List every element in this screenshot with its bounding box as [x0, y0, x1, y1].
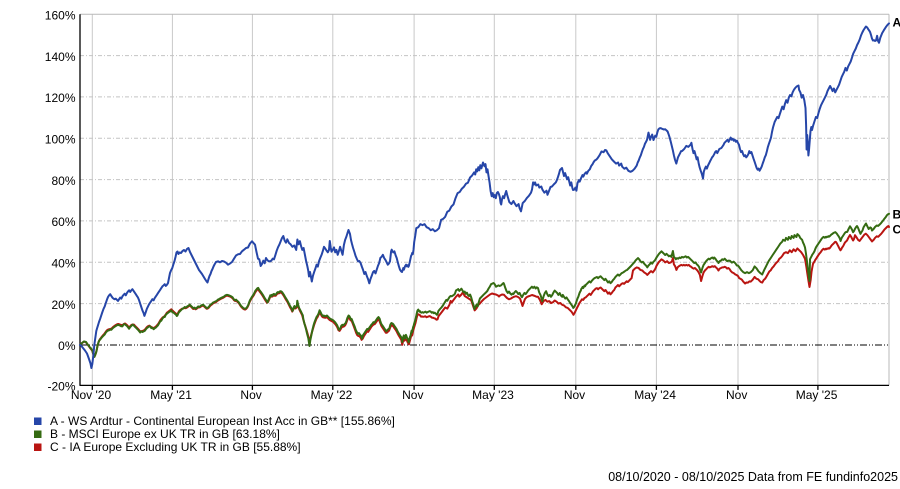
svg-text:Nov: Nov: [240, 388, 261, 402]
svg-text:Nov: Nov: [564, 388, 585, 402]
svg-text:08/10/2020 - 08/10/2025 Data f: 08/10/2020 - 08/10/2025 Data from FE fun…: [608, 470, 898, 484]
svg-text:Nov '20: Nov '20: [71, 388, 112, 402]
svg-text:May '22: May '22: [311, 388, 353, 402]
svg-text:May '21: May '21: [150, 388, 192, 402]
svg-text:40%: 40%: [51, 257, 75, 271]
svg-text:Nov: Nov: [402, 388, 423, 402]
svg-text:B - MSCI Europe ex UK TR in GB: B - MSCI Europe ex UK TR in GB [63.18%]: [50, 427, 280, 441]
svg-text:C: C: [893, 223, 900, 237]
svg-text:May '24: May '24: [634, 388, 676, 402]
svg-text:A - WS Ardtur - Continental Eu: A - WS Ardtur - Continental European Ins…: [50, 414, 395, 428]
svg-text:20%: 20%: [51, 298, 75, 312]
svg-text:C - IA Europe Excluding UK TR: C - IA Europe Excluding UK TR in GB [55.…: [50, 440, 301, 454]
svg-text:Nov: Nov: [726, 388, 747, 402]
svg-text:B: B: [893, 208, 900, 222]
svg-text:0%: 0%: [58, 339, 76, 353]
svg-text:May '23: May '23: [472, 388, 514, 402]
svg-text:100%: 100%: [45, 132, 76, 146]
svg-text:May '25: May '25: [796, 388, 838, 402]
svg-text:80%: 80%: [51, 174, 75, 188]
svg-text:A: A: [893, 16, 900, 30]
svg-text:140%: 140%: [45, 50, 76, 64]
svg-text:160%: 160%: [45, 8, 76, 22]
svg-text:60%: 60%: [51, 215, 75, 229]
svg-text:120%: 120%: [45, 91, 76, 105]
